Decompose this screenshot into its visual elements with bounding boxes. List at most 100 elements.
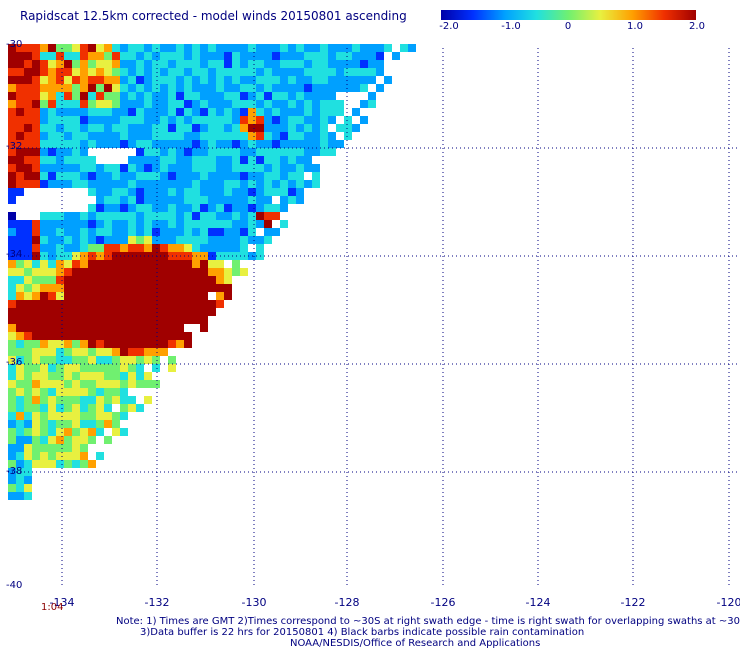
wind-cell xyxy=(112,124,120,132)
wind-cell xyxy=(160,276,168,284)
wind-cell xyxy=(256,172,264,180)
wind-cell xyxy=(16,372,24,380)
wind-cell xyxy=(16,332,24,340)
wind-cell xyxy=(136,284,144,292)
wind-cell xyxy=(352,52,360,60)
wind-cell xyxy=(104,68,112,76)
wind-cell xyxy=(72,332,80,340)
wind-cell xyxy=(32,364,40,372)
wind-cell xyxy=(16,44,24,52)
wind-cell xyxy=(360,68,368,76)
wind-cell xyxy=(24,372,32,380)
wind-cell xyxy=(64,220,72,228)
wind-cell xyxy=(296,52,304,60)
wind-cell xyxy=(272,124,280,132)
wind-cell xyxy=(56,332,64,340)
wind-cell xyxy=(120,164,128,172)
wind-cell xyxy=(176,76,184,84)
wind-cell xyxy=(40,268,48,276)
wind-cell xyxy=(96,284,104,292)
wind-cell xyxy=(72,84,80,92)
wind-cell xyxy=(112,244,120,252)
wind-cell xyxy=(8,44,16,52)
wind-cell xyxy=(168,180,176,188)
colorbar-tick-label: 2.0 xyxy=(689,21,705,32)
wind-cell xyxy=(184,116,192,124)
wind-cell xyxy=(104,308,112,316)
wind-cell xyxy=(64,76,72,84)
wind-cell xyxy=(24,116,32,124)
wind-cell xyxy=(16,108,24,116)
wind-cell xyxy=(96,60,104,68)
wind-cell xyxy=(64,108,72,116)
wind-cell xyxy=(104,340,112,348)
wind-cell xyxy=(312,124,320,132)
wind-cell xyxy=(80,268,88,276)
wind-cell xyxy=(184,228,192,236)
wind-cell xyxy=(176,116,184,124)
wind-cell xyxy=(16,116,24,124)
wind-cell xyxy=(88,140,96,148)
wind-cell xyxy=(184,260,192,268)
wind-cell xyxy=(208,140,216,148)
wind-cell xyxy=(120,92,128,100)
wind-cell xyxy=(160,244,168,252)
wind-cell xyxy=(88,260,96,268)
wind-cell xyxy=(112,196,120,204)
wind-cell xyxy=(32,140,40,148)
lon-label: -126 xyxy=(430,596,456,609)
wind-cell xyxy=(168,100,176,108)
wind-cell xyxy=(88,188,96,196)
wind-cell xyxy=(136,340,144,348)
wind-cell xyxy=(264,124,272,132)
wind-cell xyxy=(200,60,208,68)
wind-cell xyxy=(16,324,24,332)
wind-cell xyxy=(184,332,192,340)
wind-cell xyxy=(64,148,72,156)
wind-cell xyxy=(8,212,16,220)
wind-cell xyxy=(80,436,88,444)
wind-cell xyxy=(160,180,168,188)
wind-cell xyxy=(240,68,248,76)
wind-cell xyxy=(152,332,160,340)
wind-cell xyxy=(72,388,80,396)
wind-cell xyxy=(264,92,272,100)
wind-cell xyxy=(136,244,144,252)
wind-cell xyxy=(288,180,296,188)
wind-cell xyxy=(96,244,104,252)
wind-cell xyxy=(64,412,72,420)
wind-cell xyxy=(16,276,24,284)
wind-cell xyxy=(168,196,176,204)
wind-cell xyxy=(72,228,80,236)
wind-cell xyxy=(40,412,48,420)
wind-cell xyxy=(192,300,200,308)
wind-cell xyxy=(152,164,160,172)
wind-cell xyxy=(136,108,144,116)
wind-cell xyxy=(200,308,208,316)
wind-cell xyxy=(216,124,224,132)
wind-cell xyxy=(24,52,32,60)
wind-cell xyxy=(48,244,56,252)
wind-cell xyxy=(160,124,168,132)
wind-cell xyxy=(104,244,112,252)
wind-cell xyxy=(104,292,112,300)
wind-cell xyxy=(280,164,288,172)
wind-cell xyxy=(192,140,200,148)
wind-cell xyxy=(96,124,104,132)
wind-cell xyxy=(296,140,304,148)
wind-cell xyxy=(72,148,80,156)
wind-cell xyxy=(120,116,128,124)
wind-cell xyxy=(96,236,104,244)
wind-cell xyxy=(8,372,16,380)
wind-cell xyxy=(280,172,288,180)
wind-cell xyxy=(64,212,72,220)
wind-cell xyxy=(192,84,200,92)
wind-cell xyxy=(80,44,88,52)
wind-cell xyxy=(112,180,120,188)
wind-cell xyxy=(16,436,24,444)
wind-cell xyxy=(56,212,64,220)
wind-cell xyxy=(128,132,136,140)
wind-cell xyxy=(200,148,208,156)
wind-cell xyxy=(80,228,88,236)
wind-cell xyxy=(248,148,256,156)
